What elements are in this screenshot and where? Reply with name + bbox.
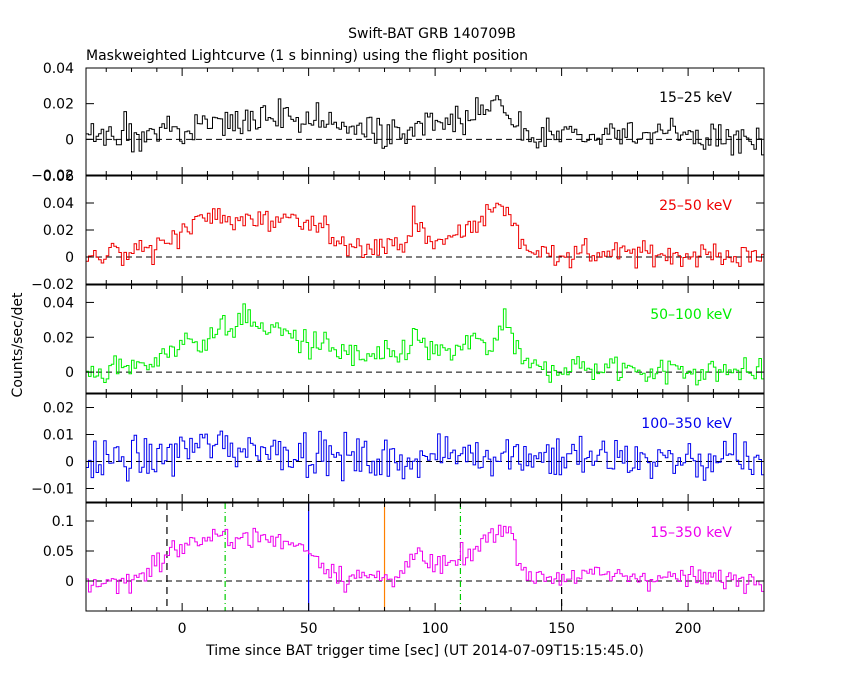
y-tick-label: 0.01	[43, 428, 74, 444]
x-tick-label: 200	[675, 621, 702, 637]
y-tick-label: 0.04	[43, 61, 74, 77]
panel-5: 0 0.05 0.1 15–350 keV	[43, 502, 765, 612]
lightcurve-5	[86, 524, 764, 594]
lightcurve-1	[86, 95, 764, 156]
lightcurve-2	[86, 202, 764, 269]
band-label: 50–100 keV	[650, 307, 732, 323]
x-tick-label: 50	[300, 621, 318, 637]
y-tick-label: 0.06	[43, 169, 74, 185]
y-tick-label: 0	[65, 574, 74, 590]
y-tick-label: 0	[65, 365, 74, 381]
y-tick-label: −0.02	[31, 277, 74, 293]
y-tick-label: −0.02	[31, 168, 74, 184]
y-tick-label: 0.05	[43, 544, 74, 560]
band-label: 15–350 keV	[650, 525, 732, 541]
y-tick-label: 0.02	[43, 97, 74, 113]
panel-3: 0 0.02 0.04 50–100 keV	[43, 284, 765, 394]
panel-2: −0.02 0 0.02 0.04 0.06 25–50 keV	[31, 169, 765, 293]
lightcurve-4	[86, 430, 764, 482]
panel-frame	[85, 393, 765, 503]
panel-4: −0.01 0 0.01 0.02 100–350 keV	[31, 393, 765, 503]
chart-title: Swift-BAT GRB 140709B	[348, 26, 516, 42]
panel-frame	[85, 502, 765, 612]
y-axis-label: Counts/sec/det	[10, 292, 26, 397]
x-tick-label: 150	[548, 621, 575, 637]
band-label: 25–50 keV	[659, 198, 732, 214]
panel-1: −0.02 0 0.02 0.04 15–25 keV	[31, 61, 765, 184]
chart-subtitle: Maskweighted Lightcurve (1 s binning) us…	[86, 48, 528, 64]
y-tick-label: 0.02	[43, 223, 74, 239]
y-tick-label: 0.04	[43, 295, 74, 311]
y-tick-label: 0.02	[43, 330, 74, 346]
band-label: 15–25 keV	[659, 90, 732, 106]
band-label: 100–350 keV	[641, 416, 732, 432]
x-tick-label: 100	[422, 621, 449, 637]
x-axis-label: Time since BAT trigger time [sec] (UT 20…	[205, 643, 644, 659]
lightcurve-3	[86, 303, 764, 386]
y-tick-label: 0.1	[52, 514, 74, 530]
panel-frame	[85, 284, 765, 394]
y-tick-label: −0.01	[31, 482, 74, 498]
y-tick-label: 0.02	[43, 401, 74, 417]
panel-frame	[85, 67, 765, 176]
panels-group: −0.02 0 0.02 0.04 15–25 keV −0.02 0 0.02 0.04 0.0…	[31, 61, 765, 637]
y-tick-label: 0.04	[43, 196, 74, 212]
x-tick-label: 0	[178, 621, 187, 637]
y-tick-label: 0	[65, 455, 74, 471]
y-tick-label: 0	[65, 250, 74, 266]
y-tick-label: 0	[65, 132, 74, 148]
